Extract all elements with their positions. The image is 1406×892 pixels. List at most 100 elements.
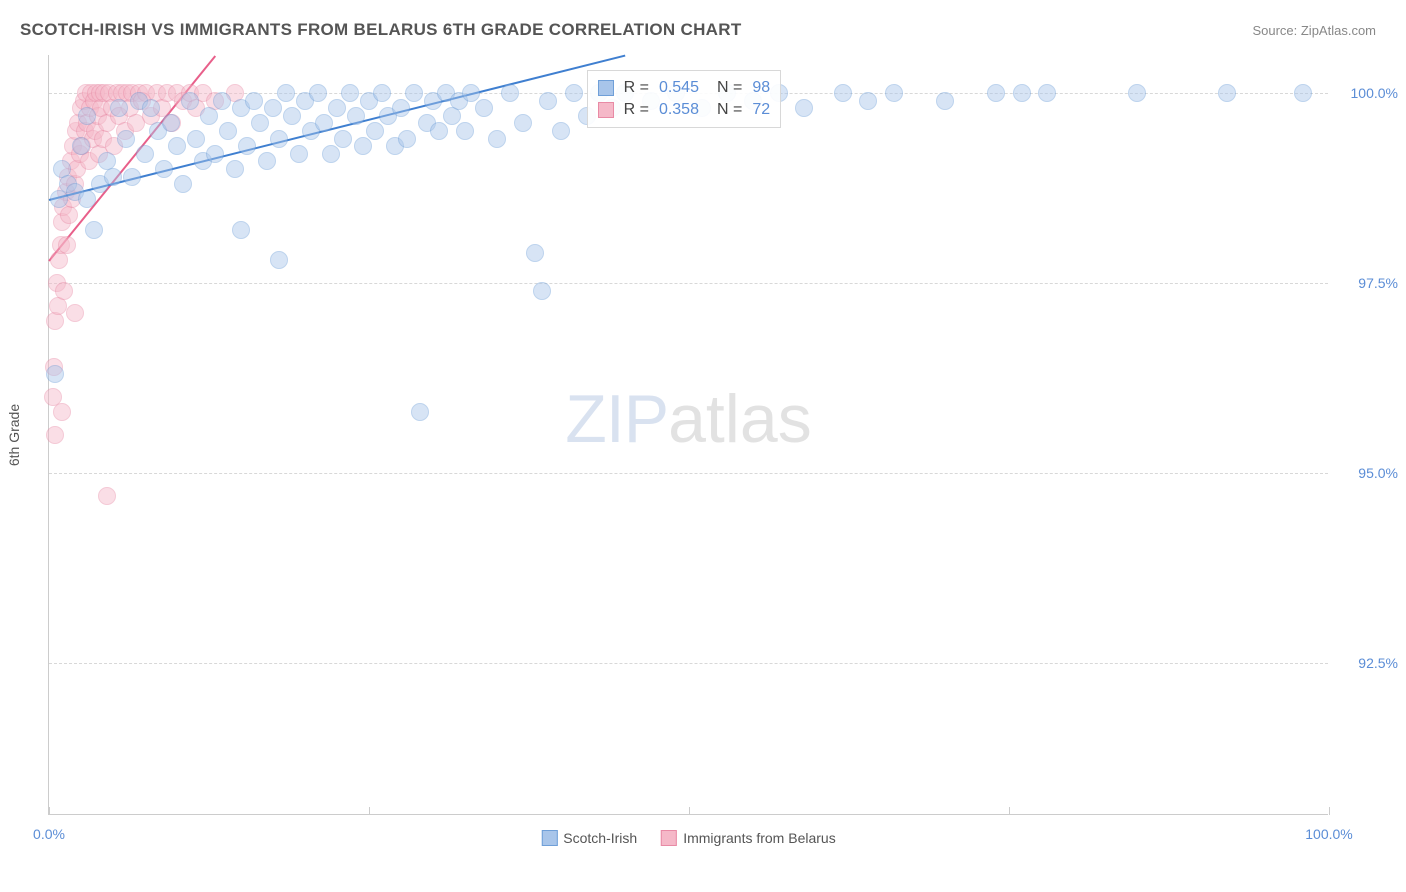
blue-point (187, 130, 205, 148)
blue-point (168, 137, 186, 155)
chart-source: Source: ZipAtlas.com (1252, 23, 1376, 38)
r-value: 0.358 (659, 101, 699, 119)
blue-point (104, 168, 122, 186)
y-tick-label: 97.5% (1338, 275, 1398, 291)
pink-legend-swatch (661, 830, 677, 846)
stats-row: R = 0.358 N = 72 (598, 99, 771, 121)
blue-point (936, 92, 954, 110)
blue-point (123, 168, 141, 186)
blue-point (155, 160, 173, 178)
blue-point (200, 107, 218, 125)
blue-point (987, 84, 1005, 102)
blue-point (270, 251, 288, 269)
x-tick (1329, 807, 1330, 815)
gridline (49, 283, 1328, 284)
blue-point (226, 160, 244, 178)
blue-point (347, 107, 365, 125)
pink-point (98, 487, 116, 505)
blue-point (430, 122, 448, 140)
watermark: ZIPatlas (565, 380, 811, 458)
blue-point (290, 145, 308, 163)
x-tick-label: 0.0% (33, 826, 65, 842)
x-tick (689, 807, 690, 815)
stats-box: R =0.545N =98R =0.358N =72 (587, 70, 782, 128)
n-label: N = (717, 79, 742, 97)
blue-point (46, 365, 64, 383)
blue-point (462, 84, 480, 102)
legend-label: Immigrants from Belarus (683, 830, 835, 846)
blue-point (78, 190, 96, 208)
blue-point (354, 137, 372, 155)
blue-point (514, 114, 532, 132)
blue-point (475, 99, 493, 117)
blue-point (373, 84, 391, 102)
blue-point (315, 114, 333, 132)
blue-point (539, 92, 557, 110)
pink-point (60, 206, 78, 224)
blue-point (232, 221, 250, 239)
chart-plot-area: 6th Grade ZIPatlas Scotch-IrishImmigrant… (48, 55, 1328, 815)
pink-point (55, 282, 73, 300)
blue-point (117, 130, 135, 148)
blue-point (142, 99, 160, 117)
gridline (49, 663, 1328, 664)
blue-point (277, 84, 295, 102)
blue-point (181, 92, 199, 110)
r-value: 0.545 (659, 79, 699, 97)
n-label: N = (717, 101, 742, 119)
blue-point (411, 403, 429, 421)
blue-point (264, 99, 282, 117)
x-tick-label: 100.0% (1305, 826, 1352, 842)
blue-point (162, 114, 180, 132)
blue-point (110, 99, 128, 117)
blue-point (456, 122, 474, 140)
blue-point (258, 152, 276, 170)
pink-point (58, 236, 76, 254)
chart-header: SCOTCH-IRISH VS IMMIGRANTS FROM BELARUS … (0, 0, 1406, 50)
blue-point (1294, 84, 1312, 102)
blue-point (1128, 84, 1146, 102)
r-label: R = (624, 101, 649, 119)
blue-point (334, 130, 352, 148)
blue-point (859, 92, 877, 110)
chart-legend: Scotch-Irish Immigrants from Belarus (541, 830, 835, 846)
x-tick (49, 807, 50, 815)
x-tick (369, 807, 370, 815)
blue-point (174, 175, 192, 193)
legend-item-blue: Scotch-Irish (541, 830, 637, 846)
blue-point (341, 84, 359, 102)
blue-legend-swatch (541, 830, 557, 846)
blue-point (270, 130, 288, 148)
blue-point (501, 84, 519, 102)
blue-point (219, 122, 237, 140)
n-value: 72 (752, 101, 770, 119)
legend-item-pink: Immigrants from Belarus (661, 830, 835, 846)
blue-point (565, 84, 583, 102)
blue-point (309, 84, 327, 102)
blue-point (488, 130, 506, 148)
blue-point (206, 145, 224, 163)
blue-point (405, 84, 423, 102)
y-tick-label: 92.5% (1338, 655, 1398, 671)
stats-row: R =0.545N =98 (598, 77, 771, 99)
blue-swatch (598, 80, 614, 96)
blue-point (834, 84, 852, 102)
gridline (49, 473, 1328, 474)
watermark-zip: ZIP (565, 381, 668, 457)
pink-point (66, 304, 84, 322)
blue-point (552, 122, 570, 140)
blue-point (366, 122, 384, 140)
pink-swatch (598, 102, 614, 118)
blue-point (526, 244, 544, 262)
blue-point (136, 145, 154, 163)
blue-point (322, 145, 340, 163)
blue-point (885, 84, 903, 102)
y-tick-label: 100.0% (1338, 85, 1398, 101)
blue-point (795, 99, 813, 117)
blue-point (251, 114, 269, 132)
blue-point (245, 92, 263, 110)
r-label: R = (624, 79, 649, 97)
y-axis-label: 6th Grade (6, 403, 22, 465)
x-tick (1009, 807, 1010, 815)
pink-point (53, 403, 71, 421)
